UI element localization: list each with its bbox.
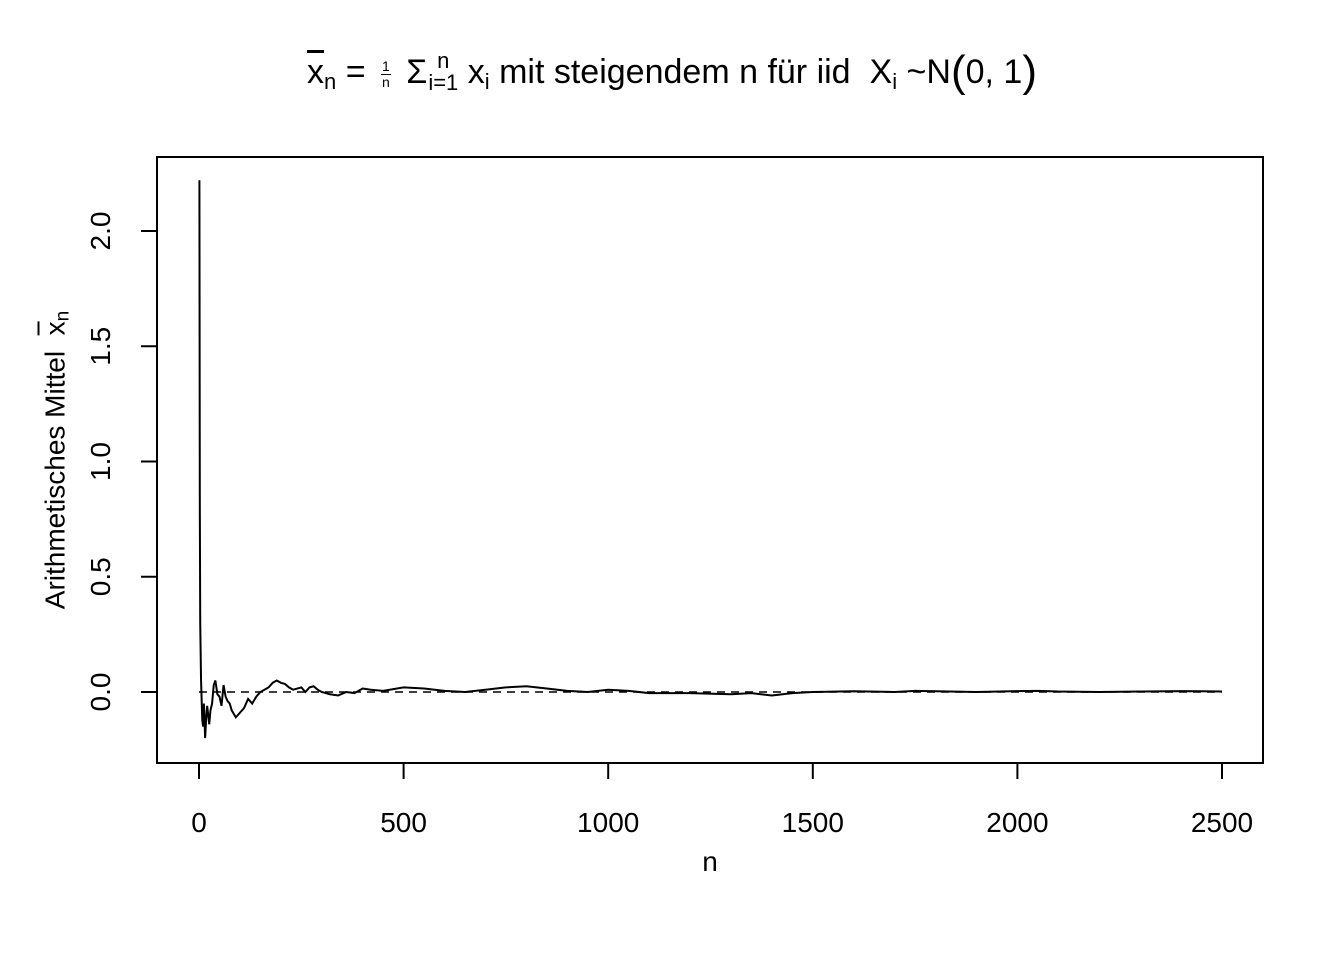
chart-title: xn = 1 n Σ n i=1 xi mit steigendem n für…: [0, 50, 1344, 94]
title-sub-n: n: [324, 69, 337, 94]
x-tick-label: 0: [191, 807, 207, 838]
title-X: X: [869, 53, 893, 91]
x-tick-label: 1500: [782, 807, 844, 838]
title-sum-lower: i=1: [428, 70, 459, 95]
y-tick-label: 0.5: [85, 557, 116, 596]
title-sum: Σ n i=1: [406, 50, 458, 94]
title-x: x: [467, 53, 485, 91]
title-frac-den: n: [382, 73, 390, 90]
title-text: mit steigendem n für iid: [499, 53, 851, 91]
x-tick-label: 2500: [1191, 807, 1253, 838]
x-axis-label: n: [702, 846, 718, 877]
title-tilde-n: ~N: [906, 53, 951, 91]
x-tick-label: 2000: [986, 807, 1048, 838]
title-open-paren: (: [950, 47, 966, 96]
y-tick-label: 2.0: [85, 212, 116, 251]
plot-frame: [156, 156, 1264, 764]
title-sub-i2: i: [892, 69, 898, 94]
x-tick-label: 500: [380, 807, 427, 838]
x-axis: 0 500 1000 1500 2000 2500: [191, 762, 1253, 838]
title-frac-num: 1: [381, 57, 391, 75]
y-tick-label: 1.0: [85, 442, 116, 481]
title-sigma: Σ: [406, 53, 428, 91]
title-sub-i: i: [484, 69, 490, 94]
title-close-paren: ): [1022, 47, 1037, 96]
series-line: [198, 180, 1223, 739]
y-tick-label: 0.0: [85, 673, 116, 712]
title-fraction: 1 n: [381, 57, 391, 90]
x-tick-label: 1000: [577, 807, 639, 838]
y-tick-label: 1.5: [85, 327, 116, 366]
title-equals: =: [345, 53, 366, 91]
y-axis: 0.0 0.5 1.0 1.5 2.0: [85, 212, 158, 712]
title-xbar: x: [307, 53, 325, 91]
title-params: 0, 1: [965, 53, 1023, 91]
title-sum-limits: n i=1: [428, 50, 458, 94]
title-sum-upper: n: [437, 48, 450, 73]
